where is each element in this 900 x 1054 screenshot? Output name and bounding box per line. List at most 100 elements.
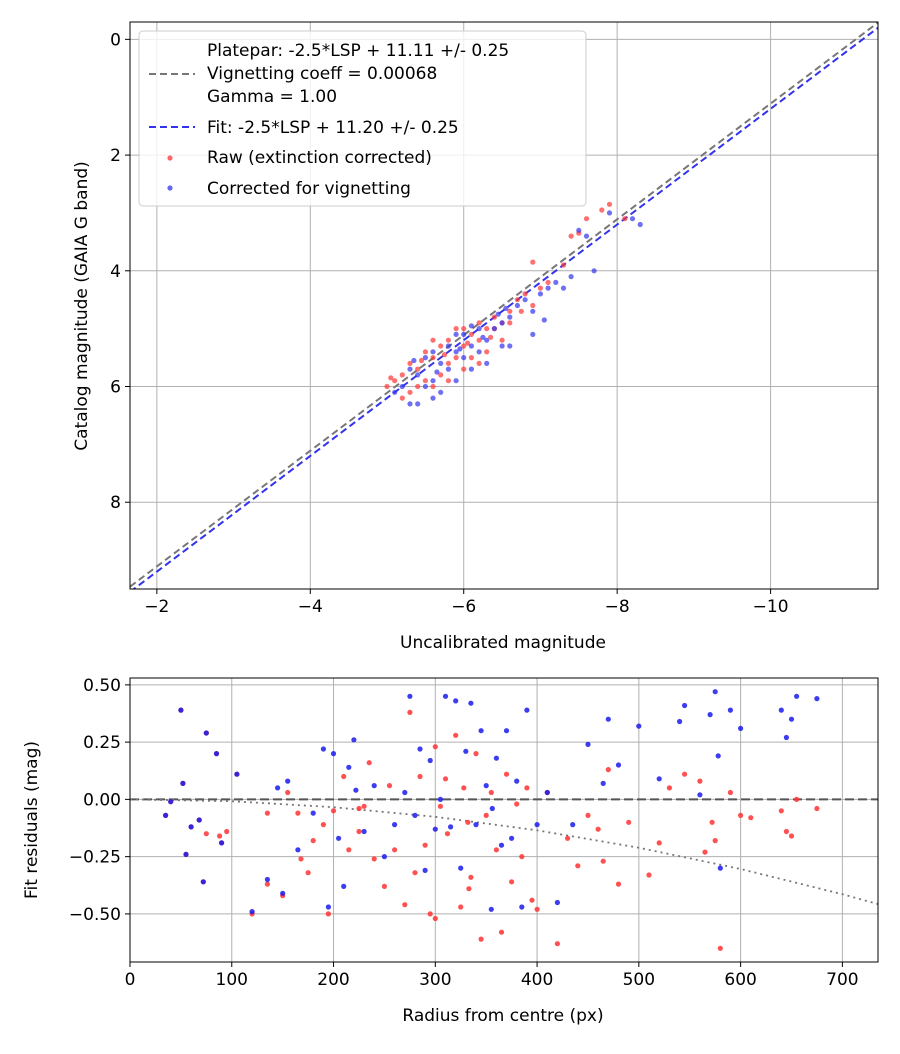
data-point [213,751,220,757]
data-point [503,728,510,734]
data-point [476,349,482,355]
x-tick-label: −8 [605,597,630,617]
data-point [453,698,459,704]
data-point [458,865,464,871]
data-point [468,874,474,880]
x-tick-label: 200 [317,970,349,990]
data-point [399,383,405,390]
legend-label-fit: Fit: -2.5*LSP + 11.20 +/- 0.25 [207,118,459,138]
data-point [330,808,337,814]
data-point [519,904,525,910]
data-point [583,233,590,239]
data-point [427,911,433,917]
data-point [615,881,622,887]
data-point [656,776,662,782]
data-point [437,796,443,803]
data-point [285,778,291,784]
data-point [468,355,474,361]
data-point [280,890,286,896]
data-point [461,355,467,361]
data-point [541,317,547,323]
data-point [412,812,418,819]
data-point [417,773,423,780]
data-point [264,876,270,883]
data-point [356,805,362,812]
data-point [371,783,377,789]
data-point [499,337,505,343]
data-point [442,693,449,699]
data-point [476,326,482,332]
data-point [514,302,521,309]
data-point [341,883,347,890]
data-point [422,355,428,361]
data-point [320,746,326,752]
data-point [495,311,501,317]
data-point [605,767,611,773]
data-point [415,372,421,378]
data-point [595,826,601,832]
data-point [461,331,467,337]
data-point [465,819,471,825]
data-point [529,897,535,903]
data-point [445,366,451,372]
data-point [600,858,606,864]
data-point [697,778,703,784]
data-point [430,349,436,355]
data-point [386,783,393,789]
data-point [565,835,571,841]
data-point [697,792,703,798]
data-point [682,771,688,777]
data-point [196,817,202,823]
data-point [432,915,438,922]
data-point [626,819,632,825]
y-tick-label: 0.25 [83,733,121,753]
data-point [463,748,469,754]
data-point [448,824,454,830]
data-point [498,842,505,848]
data-point [457,346,463,352]
data-point [392,847,398,853]
data-point [576,227,582,233]
data-point [453,355,459,361]
data-point [422,378,428,384]
data-point [473,751,479,757]
data-point [427,757,433,764]
data-point [430,395,436,401]
data-point [514,778,520,784]
data-point [483,783,489,789]
data-point [637,221,643,228]
data-point [778,808,784,814]
legend-label-corrected: Corrected for vignetting [207,179,411,199]
legend-label-vignetting: Vignetting coeff = 0.00068 [207,64,437,84]
data-point [298,856,304,862]
data-point [407,693,413,699]
data-point [606,210,613,216]
data-point [407,401,413,407]
y-tick-label: 0 [110,30,121,50]
data-point [351,737,357,743]
data-point [183,851,189,858]
data-point [445,343,451,349]
residuals-plot-frame [129,677,879,963]
data-point [783,828,790,835]
data-point [553,279,559,285]
residuals-y-axis-label: Fit residuals (mag) [22,741,42,899]
data-point [738,812,744,819]
data-point [381,854,387,860]
data-point [503,305,509,311]
data-point [468,323,474,329]
legend-corrected-dot-icon [167,185,173,191]
data-point [484,349,490,355]
data-point [707,712,713,718]
data-point [295,810,301,816]
data-point [285,789,291,796]
data-point [519,854,525,860]
data-point [356,828,362,835]
x-tick-label: 400 [521,970,553,990]
data-point [461,366,467,372]
data-point [503,771,510,777]
data-point [476,320,482,326]
data-point [499,343,505,349]
data-point [381,883,387,890]
data-point [473,822,479,828]
